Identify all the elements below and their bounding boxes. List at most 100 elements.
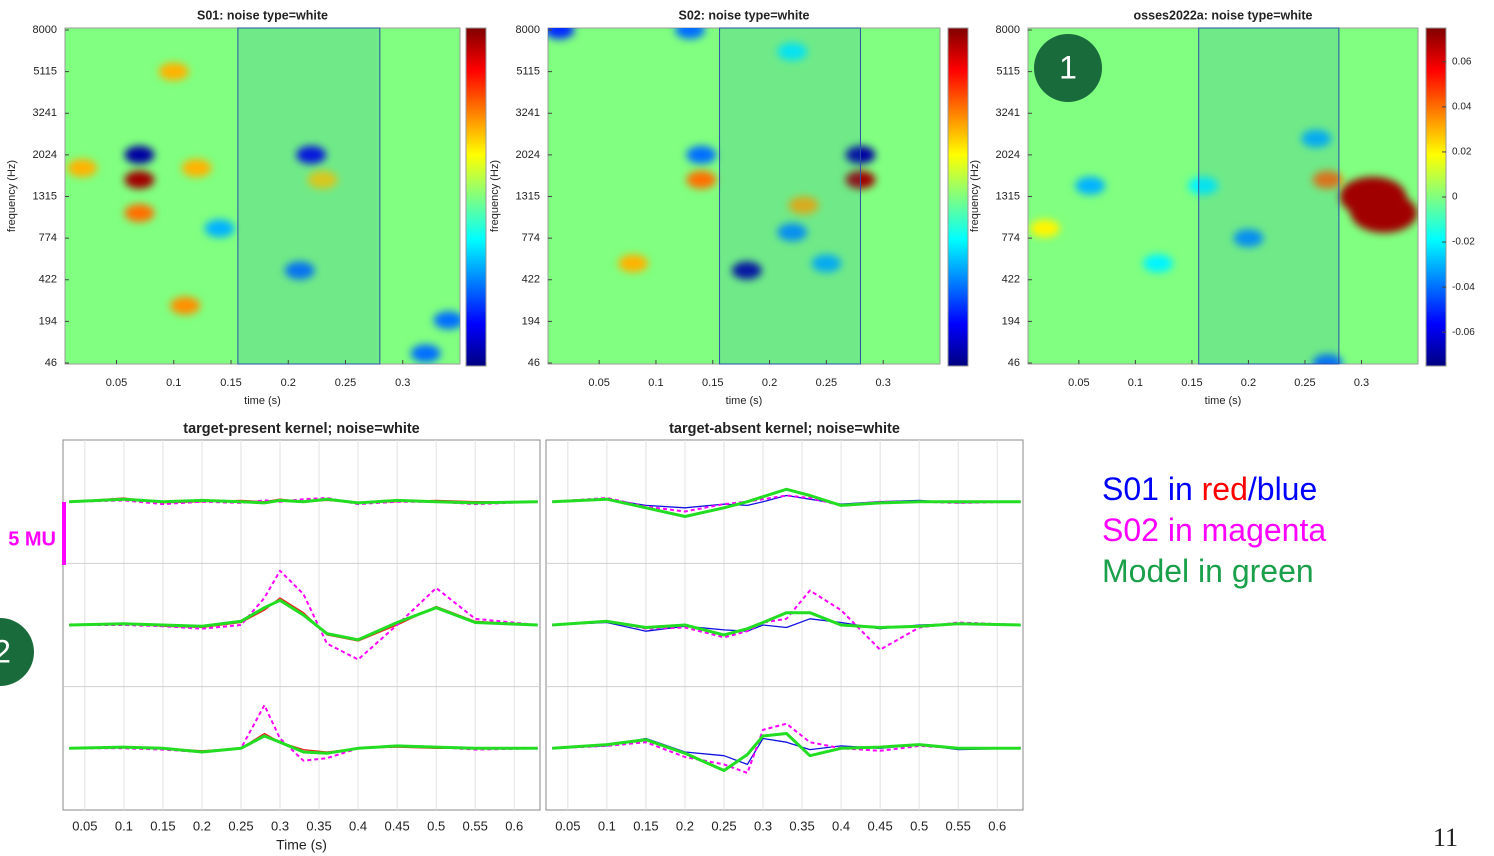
badge [0,618,34,686]
chart-title: target-present kernel; noise=white [183,421,420,437]
series-line [69,497,538,505]
cell [1143,254,1173,273]
x-tick-label: 0.15 [220,377,241,389]
x-tick-label: 0.15 [702,377,723,389]
y-tick-label: 2024 [516,149,540,161]
legend-text: S01 in red/blue [1102,471,1317,507]
legend-text: Model in green [1102,553,1314,589]
cell [410,344,441,363]
y-tick-label: 422 [39,274,57,286]
x-tick-label: 0.15 [633,818,658,833]
x-tick-label: 0.6 [988,818,1006,833]
cell [158,62,189,81]
x-tick-label: 0.25 [711,818,736,833]
legend-segment: S01 in [1102,471,1202,507]
cell [811,254,842,273]
cell [124,204,155,223]
x-tick-label: 0.55 [463,818,488,833]
x-tick-label: 0.45 [384,818,409,833]
x-tick-label: 0.3 [1354,377,1369,389]
cell [181,159,212,178]
cell [124,145,155,164]
x-axis-label: time (s) [1205,395,1242,407]
colorbar [465,27,487,367]
cells [1029,129,1418,364]
badge-label: 1 [1059,49,1077,85]
x-tick-label: 0.05 [588,377,609,389]
legend-segment: Model in green [1102,553,1314,589]
x-tick-label: 0.25 [228,818,253,833]
x-tick-label: 0.3 [271,818,289,833]
y-tick-label: 46 [45,357,57,369]
cell [124,170,155,189]
y-tick-label: 8000 [996,24,1020,36]
cell [675,28,706,39]
x-tick-label: 0.05 [72,818,97,833]
series-line [552,732,1021,772]
x-tick-label: 0.05 [106,377,127,389]
cell [777,223,808,242]
y-tick-label: 1315 [33,190,57,202]
cell [777,42,808,61]
cell [788,196,819,215]
x-tick-label: 0.35 [306,818,331,833]
y-axis-label: frequency (Hz) [6,160,18,232]
x-tick-label: 0.2 [762,377,777,389]
x-tick-label: 0.6 [505,818,523,833]
x-tick-label: 0.1 [115,818,133,833]
cell [296,145,327,164]
series-line [69,598,538,642]
y-axis-label: frequency (Hz) [489,160,501,232]
colorbar-tick-label: 0.02 [1452,147,1472,158]
cell [1233,229,1264,248]
y-tick-label: 5115 [516,66,540,78]
y-tick-label: 194 [39,315,57,327]
cell [1351,193,1418,233]
x-tick-label: 0.25 [1294,377,1315,389]
y-tick-label: 46 [1008,357,1020,369]
y-tick-label: 1315 [516,190,540,202]
y-tick-label: 2024 [33,149,57,161]
cell [1301,129,1332,148]
x-axis-label: Time (s) [276,837,327,853]
cell [1312,354,1343,364]
legend-segment: /blue [1248,471,1317,507]
cell [204,219,235,238]
y-tick-label: 3241 [33,107,57,119]
colorbar-tick-label: 0.04 [1452,102,1472,113]
x-tick-label: 0.4 [832,818,850,833]
x-tick-label: 0.45 [867,818,892,833]
legend-segment: S02 in magenta [1102,512,1326,548]
colorbar-tick-label: -0.04 [1452,282,1475,293]
x-axis-label: time (s) [726,395,763,407]
x-tick-label: 0.1 [598,818,616,833]
colorbar-tick-label: -0.06 [1452,327,1475,338]
cell [686,145,717,164]
y-tick-label: 5115 [996,66,1020,78]
y-tick-label: 422 [522,274,540,286]
series-line [69,734,538,755]
y-tick-label: 5115 [33,66,57,78]
cells [548,28,876,280]
y-tick-label: 774 [39,232,57,244]
x-tick-label: 0.05 [555,818,580,833]
x-tick-label: 0.25 [335,377,356,389]
cell [548,28,575,39]
plot-area [64,27,461,365]
badge-label: 2 [0,633,11,669]
x-tick-label: 0.15 [1181,377,1202,389]
cell [731,261,762,280]
colorbar-tick-label: -0.02 [1452,237,1475,248]
y-tick-label: 194 [522,315,540,327]
x-tick-label: 0.1 [648,377,663,389]
series-line [69,497,538,506]
cell [170,296,201,315]
y-axis-label: frequency (Hz) [969,160,981,232]
chart-title: target-absent kernel; noise=white [669,421,900,437]
y-tick-label: 774 [1002,232,1020,244]
x-tick-label: 0.5 [910,818,928,833]
cell [1188,176,1219,195]
y-tick-label: 1315 [996,190,1020,202]
y-tick-label: 3241 [516,107,540,119]
